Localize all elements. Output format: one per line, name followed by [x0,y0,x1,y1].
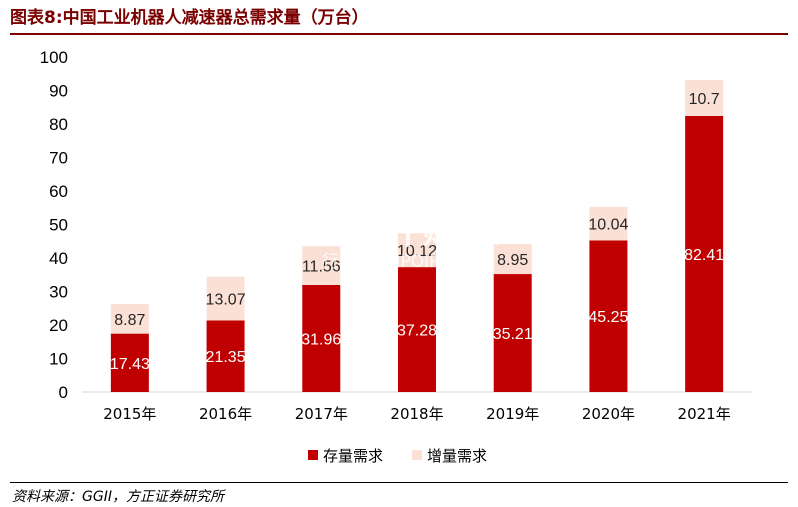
y-tick-label: 80 [49,115,68,134]
data-label-stock: 21.35 [206,349,246,366]
y-tick-label: 100 [40,48,68,67]
bar-increment [493,244,532,275]
x-tick-label: 2015年 [103,405,156,423]
source-note: 资料来源：GGII，方正证券研究所 [12,489,224,505]
x-tick-label: 2021年 [678,405,731,423]
bar-stock [589,240,628,392]
data-label-stock: 35.21 [493,326,533,343]
y-tick-label: 50 [49,216,68,235]
data-label-increment: 10.04 [588,217,628,234]
bar-stock [685,115,724,392]
data-label-stock: 37.28 [397,323,437,340]
bar-increment [206,276,245,321]
y-tick-label: 70 [49,149,68,168]
bar-stock [493,274,532,392]
x-tick-label: 2016年 [199,405,252,423]
chart-title: 图表8:中国工业机器人减速器总需求量（万台） [10,8,369,28]
bar-stock [110,333,149,392]
bar-increment [589,206,628,241]
stacked-bar-chart: 0 10 20 30 40 50 60 70 80 90 100 17.43 8.87 21.35 13.… [40,48,752,465]
legend-swatch-stock [308,450,318,460]
x-axis: 2015年 2016年 2017年 2018年 2019年 2020年 2021年 [103,405,730,423]
data-label-increment: 10.12 [397,243,437,260]
bar-increment [110,303,149,334]
x-tick-label: 2020年 [582,405,635,423]
y-tick-label: 0 [59,383,68,402]
x-tick-label: 2017年 [295,405,348,423]
data-label-increment: 13.07 [206,292,246,309]
legend: 存量需求 增量需求 [308,447,487,465]
legend-swatch-increment [412,450,422,460]
bar-increment [302,246,341,285]
bar-increment [398,233,436,268]
x-tick-label: 2019年 [486,405,539,423]
data-label-stock: 82.41 [684,247,724,264]
x-tick-label: 2018年 [390,405,443,423]
legend-label-increment: 增量需求 [427,447,487,465]
data-label-stock: 17.43 [110,356,150,373]
y-tick-label: 90 [49,82,68,101]
y-tick-label: 10 [49,350,68,369]
y-tick-label: 30 [49,283,68,302]
legend-label-stock: 存量需求 [323,447,383,465]
footer-divider [10,482,788,483]
data-label-stock: 31.96 [301,331,341,348]
title-divider [10,33,788,35]
data-label-increment: 11.56 [302,259,341,276]
data-label-increment: 8.95 [497,252,528,269]
y-tick-label: 40 [49,249,68,268]
bars-layer: 17.43 8.87 21.35 13.07 31.96 11.56 37.28 10.12 3… [110,80,724,392]
bar-stock [398,267,436,392]
data-label-increment: 10.7 [689,91,720,108]
bar-stock [206,320,245,392]
bar-increment [685,80,724,116]
data-label-increment: 8.87 [114,312,145,329]
bar-stock [302,284,341,392]
y-tick-label: 20 [49,316,68,335]
y-tick-label: 60 [49,182,68,201]
y-axis: 0 10 20 30 40 50 60 70 80 90 100 [40,48,68,402]
data-label-stock: 45.25 [588,309,628,326]
